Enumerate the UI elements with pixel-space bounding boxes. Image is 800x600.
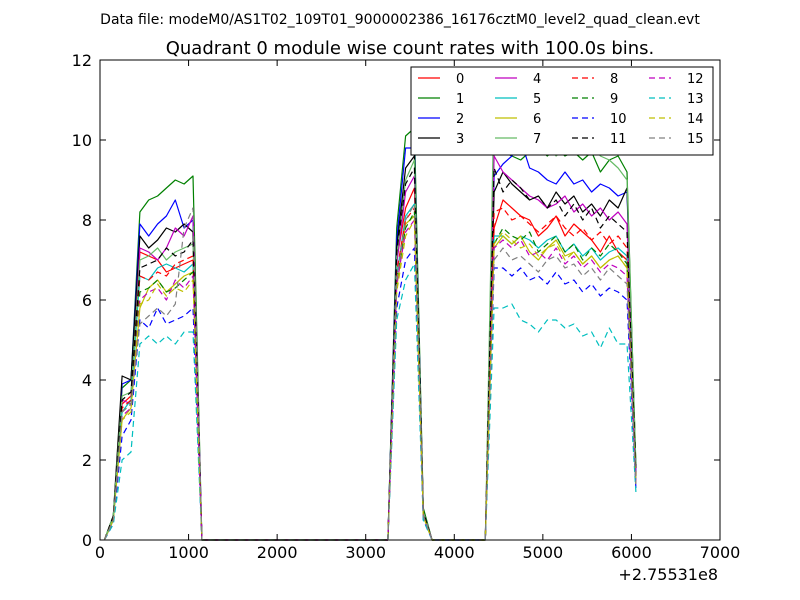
y-tick-label: 8 [82, 211, 92, 230]
x-tick-label: 2000 [257, 543, 298, 562]
y-tick-label: 12 [72, 51, 92, 70]
x-tick-label: 6000 [611, 543, 652, 562]
y-tick-label: 6 [82, 291, 92, 310]
legend-label-8: 8 [610, 72, 618, 87]
legend-label-9: 9 [610, 92, 618, 107]
series-line-8 [103, 207, 637, 541]
legend-label-5: 5 [533, 92, 541, 107]
chart-title: Quadrant 0 module wise count rates with … [166, 38, 655, 59]
legend-box [410, 66, 714, 156]
legend-label-7: 7 [533, 132, 541, 147]
series-line-14 [103, 219, 637, 541]
legend-label-1: 1 [456, 92, 464, 107]
legend-label-3: 3 [456, 132, 464, 147]
x-tick-label: 1000 [168, 543, 209, 562]
legend-label-15: 15 [687, 132, 704, 147]
series-line-3 [103, 155, 637, 541]
data-file-header: Data file: modeM0/AS1T02_109T01_90000023… [100, 12, 700, 28]
series-line-10 [103, 247, 637, 541]
y-tick-label: 0 [82, 531, 92, 550]
legend-label-14: 14 [687, 112, 704, 127]
plot-frame [99, 59, 721, 541]
x-axis-ticks: 0 1000 2000 3000 4000 5000 6000 7000 [95, 60, 740, 562]
series-line-1 [103, 127, 637, 541]
series-line-9 [103, 211, 637, 541]
legend-label-10: 10 [610, 112, 627, 127]
y-tick-label: 10 [72, 131, 92, 150]
y-tick-label: 4 [82, 371, 92, 390]
x-offset-label: +2.75531e8 [618, 565, 718, 584]
plot-lines [103, 91, 637, 541]
x-tick-label: 3000 [345, 543, 386, 562]
y-tick-label: 2 [82, 451, 92, 470]
legend-label-13: 13 [687, 92, 704, 107]
legend-label-6: 6 [533, 112, 541, 127]
legend-label-4: 4 [533, 72, 541, 87]
legend-label-2: 2 [456, 112, 464, 127]
series-line-11 [103, 167, 637, 541]
x-tick-label: 7000 [700, 543, 741, 562]
x-tick-label: 5000 [522, 543, 563, 562]
series-line-13 [103, 263, 637, 541]
series-line-5 [103, 203, 637, 541]
series-line-12 [103, 219, 637, 541]
series-line-7 [103, 91, 637, 541]
legend-label-11: 11 [610, 132, 627, 147]
x-tick-label: 4000 [434, 543, 475, 562]
legend-label-0: 0 [456, 72, 464, 87]
series-line-15 [103, 203, 637, 541]
series-line-4 [103, 155, 637, 541]
legend-label-12: 12 [687, 72, 704, 87]
x-tick-label: 0 [95, 543, 105, 562]
